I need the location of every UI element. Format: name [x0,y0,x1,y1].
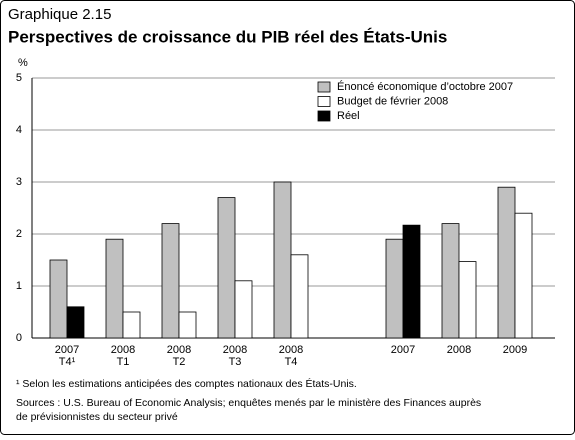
footnote: ¹ Selon les estimations anticipées des c… [16,377,357,390]
legend-label: Budget de février 2008 [337,95,448,107]
x-tick-label: 2007 [55,344,79,356]
y-tick-label: 5 [16,72,22,84]
x-tick-label: T4 [285,356,298,368]
bar [273,181,292,339]
legend-swatch [317,81,331,93]
bar [497,186,516,339]
bar [458,261,477,339]
bar [441,223,460,339]
bar [49,259,68,339]
bar [402,224,421,339]
x-tick-label: T2 [173,356,186,368]
x-tick-label: 2009 [503,344,527,356]
legend-swatch [317,110,331,122]
x-tick-label: 2007 [391,344,415,356]
x-tick-label: T3 [229,356,242,368]
x-tick-label: T4¹ [59,356,76,368]
chart-title: Perspectives de croissance du PIB réel d… [8,27,447,46]
bar [290,254,309,339]
y-tick-label: 3 [16,176,22,188]
y-tick-label: 4 [16,124,22,136]
legend-label: Énoncé économique d’octobre 2007 [337,80,513,93]
chart-label: Graphique 2.15 [8,6,111,23]
y-tick-label: 1 [16,280,22,292]
bar [105,238,124,339]
x-tick-label: 2008 [111,344,135,356]
x-tick-label: 2008 [223,344,247,356]
bar [161,223,180,339]
sources: de prévisionnistes du secteur privé [16,411,178,423]
y-tick-label: 2 [16,228,22,240]
sources: Sources : U.S. Bureau of Economic Analys… [16,397,481,409]
y-tick-label: 0 [16,332,22,344]
bar [122,311,141,339]
bar [217,197,236,339]
y-axis-label: % [18,57,28,69]
bar [178,311,197,339]
bar [514,212,533,339]
legend-label: Réel [337,110,360,122]
x-tick-label: 2008 [167,344,191,356]
x-tick-label: T1 [117,356,130,368]
bar [234,280,253,339]
x-tick-label: 2008 [279,344,303,356]
legend-swatch [317,96,331,107]
x-tick-label: 2008 [447,344,471,356]
bar [66,306,85,339]
bar [385,238,404,339]
